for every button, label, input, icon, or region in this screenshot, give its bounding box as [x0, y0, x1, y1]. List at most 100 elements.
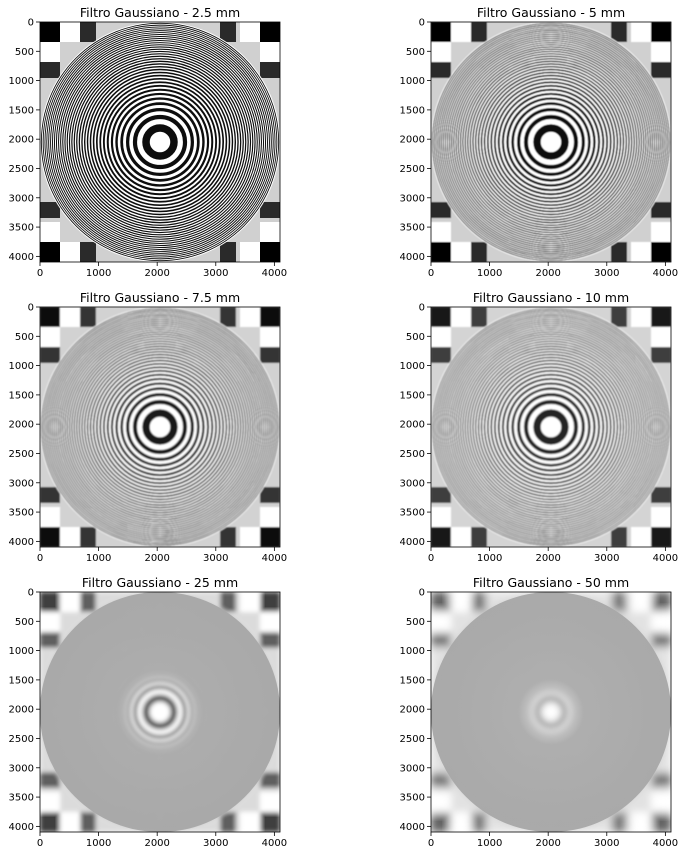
x-tick-label: 3000 — [203, 838, 228, 849]
corner-block — [40, 347, 60, 363]
y-tick-label: 500 — [15, 332, 34, 343]
ring — [46, 28, 274, 256]
corner-block — [80, 307, 96, 327]
corner-block — [651, 507, 671, 527]
corner-block — [220, 242, 236, 262]
corner-block — [451, 307, 471, 327]
ring — [462, 338, 640, 516]
corner-block — [431, 327, 451, 347]
ring — [517, 393, 585, 461]
y-tick-label: 500 — [406, 47, 425, 58]
corner-block — [260, 307, 280, 327]
y-tick-label: 1500 — [9, 390, 34, 401]
ring — [115, 97, 205, 187]
ring — [449, 325, 653, 529]
subplot-3: Filtro Gaussiano - 7.5 mm 0 1000 2000 3000 40… — [9, 290, 288, 564]
y-tick-label: 3000 — [9, 193, 34, 204]
corner-block — [651, 632, 671, 648]
corner-block — [451, 527, 471, 547]
center — [152, 419, 168, 435]
corner-block — [260, 242, 280, 262]
y-tick-label: 1500 — [400, 675, 425, 686]
y-tick-label: 0 — [419, 303, 425, 314]
y-tick-label: 3500 — [9, 508, 34, 519]
y-tick-label: 1500 — [400, 390, 425, 401]
ring — [52, 34, 268, 250]
ring — [60, 42, 260, 242]
axes-frame — [430, 21, 672, 263]
y-tick-label: 2000 — [400, 135, 425, 146]
ring — [501, 377, 601, 477]
corner-block — [451, 22, 471, 42]
center — [543, 419, 559, 435]
corner-block — [40, 507, 60, 527]
corner-block — [451, 592, 471, 612]
ring — [55, 322, 265, 532]
corner-block — [80, 242, 96, 262]
x-tick-label: 1000 — [86, 268, 111, 279]
y-tick-label: 4000 — [9, 252, 34, 263]
ring — [441, 317, 661, 537]
corner-block — [431, 812, 451, 832]
corner-block — [80, 592, 96, 612]
y-tick-label: 2500 — [9, 164, 34, 175]
ring — [453, 329, 649, 525]
ring — [469, 345, 633, 509]
subplot-5: Filtro Gaussiano - 25 mm 0 1000 2000 3000 400… — [9, 575, 288, 849]
y-tick-label: 2000 — [9, 420, 34, 431]
y-tick-label: 2500 — [400, 734, 425, 745]
y-tick-label: 0 — [28, 588, 34, 599]
ring — [523, 114, 579, 170]
ring — [115, 382, 205, 472]
x-tick-label: 1000 — [477, 268, 502, 279]
corner-block — [260, 632, 280, 648]
blur-veil — [40, 592, 280, 832]
x-tick-label: 0 — [37, 838, 43, 849]
corner-block — [431, 527, 451, 547]
ring — [474, 350, 628, 504]
corner-block — [60, 22, 80, 42]
corner-block — [260, 222, 280, 242]
ring — [511, 387, 591, 467]
ring — [132, 399, 188, 455]
image-panel — [40, 307, 280, 547]
y-tick-label: 500 — [15, 47, 34, 58]
ring — [437, 28, 665, 256]
corner-block — [240, 22, 260, 42]
x-tick-label: 3000 — [203, 553, 228, 564]
ring — [68, 50, 252, 234]
ring — [444, 35, 658, 249]
subplot-2: Filtro Gaussiano - 5 mm 0 1000 2000 3000 4000… — [400, 5, 679, 279]
ring — [53, 320, 267, 534]
ring — [480, 356, 622, 498]
corner-block — [651, 792, 671, 812]
corner-block — [651, 772, 671, 788]
ring — [501, 92, 601, 192]
ring — [459, 50, 643, 234]
ring — [523, 399, 579, 455]
ring — [439, 315, 663, 539]
ring — [462, 53, 640, 231]
ring — [78, 345, 242, 509]
corner-block — [40, 592, 60, 612]
subplot-title: Filtro Gaussiano - 2.5 mm — [80, 5, 240, 20]
corner-block — [651, 527, 671, 547]
ring — [493, 84, 609, 200]
image-panel — [40, 592, 280, 832]
corner-block — [40, 812, 60, 832]
corner-block — [431, 507, 451, 527]
x-tick-label: 0 — [37, 553, 43, 564]
corner-block — [220, 812, 236, 832]
corner-block — [220, 527, 236, 547]
ring — [62, 329, 258, 525]
corner-block — [431, 612, 451, 632]
ring — [110, 92, 210, 192]
ring — [48, 30, 272, 254]
ring — [477, 353, 625, 501]
y-tick-label: 3000 — [400, 763, 425, 774]
corner-block — [431, 307, 451, 327]
ring — [64, 331, 256, 523]
corner-block — [431, 347, 451, 363]
ring — [453, 44, 649, 240]
x-tick-label: 4000 — [262, 838, 287, 849]
